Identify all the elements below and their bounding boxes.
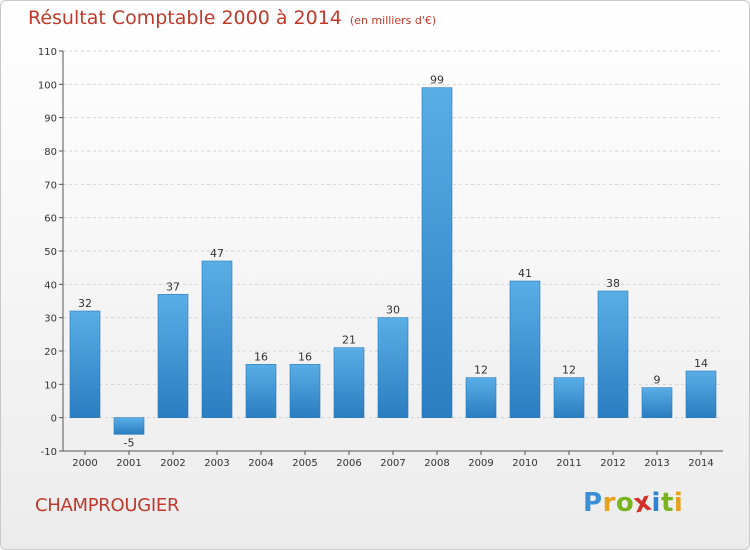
y-tick-label: 80 <box>44 147 57 158</box>
value-label: 99 <box>430 74 444 87</box>
value-label: 9 <box>654 374 661 387</box>
bars <box>69 87 717 435</box>
y-tick-label: -10 <box>41 447 57 458</box>
location-name: CHAMPROUGIER <box>35 495 180 516</box>
proxiti-logo: Proxiti <box>583 487 684 520</box>
bar-2004 <box>245 364 277 418</box>
chart-title-text: Résultat Comptable 2000 à 2014 <box>28 7 342 29</box>
y-tick-label: 0 <box>51 414 57 425</box>
bar-2000 <box>69 310 101 418</box>
x-tick-label: 2007 <box>380 458 405 469</box>
bar-2009 <box>465 377 497 418</box>
bar-2002 <box>157 294 189 418</box>
chart-title: Résultat Comptable 2000 à 2014 (en millie… <box>28 7 436 29</box>
value-label: 47 <box>210 247 224 260</box>
x-tick-label: 2003 <box>204 458 229 469</box>
logo-letter: i <box>673 488 684 518</box>
logo-letter: i <box>651 488 661 518</box>
x-tick-label: 2009 <box>468 458 493 469</box>
value-label: 41 <box>518 267 532 280</box>
x-tick-label: 2005 <box>292 458 317 469</box>
bar-2006 <box>333 347 365 418</box>
y-tick-label: 70 <box>44 180 57 191</box>
bar-2008 <box>421 87 453 418</box>
bar-2001 <box>113 417 145 435</box>
x-tick-label: 2011 <box>556 458 581 469</box>
value-label: 37 <box>166 280 180 293</box>
logo-letter: o <box>615 488 635 518</box>
y-tick-label: 110 <box>38 47 57 58</box>
bar-2011 <box>553 377 585 418</box>
value-label: 12 <box>474 364 488 377</box>
chart-subtitle: (en milliers d'€) <box>349 14 437 27</box>
logo-letter: r <box>602 488 616 518</box>
value-label: 14 <box>694 357 708 370</box>
bar-2007 <box>377 317 409 418</box>
x-tick-label: 2004 <box>248 458 273 469</box>
bar-2005 <box>289 364 321 418</box>
bar-2014 <box>685 370 717 418</box>
x-tick-label: 2014 <box>688 458 713 469</box>
bar-2003 <box>201 260 233 418</box>
y-tick-label: 50 <box>44 247 57 258</box>
logo-letter: P <box>583 488 603 518</box>
y-tick-label: 40 <box>44 280 57 291</box>
value-label: 32 <box>78 297 92 310</box>
bar-2012 <box>597 290 629 418</box>
value-label: -5 <box>124 436 135 449</box>
value-label: 16 <box>254 350 268 363</box>
y-tick-label: 20 <box>44 347 57 358</box>
axes: -10 0 10 20 30 40 50 60 70 80 90 100 110 2000 2001 2002… <box>38 47 723 469</box>
y-tick-label: 30 <box>44 314 57 325</box>
x-tick-label: 2006 <box>336 458 361 469</box>
x-tick-label: 2002 <box>160 458 185 469</box>
value-label: 21 <box>342 334 356 347</box>
value-label: 12 <box>562 364 576 377</box>
y-tick-label: 60 <box>44 214 57 225</box>
y-tick-label: 90 <box>44 114 57 125</box>
x-tick-label: 2012 <box>600 458 625 469</box>
bar-2013 <box>641 387 673 418</box>
x-tick-label: 2008 <box>424 458 449 469</box>
bar-2010 <box>509 280 541 418</box>
value-label: 16 <box>298 350 312 363</box>
logo-letter: t <box>660 488 674 518</box>
data-labels: 32 -5 37 47 16 16 21 30 99 12 41 12 38 9 14 <box>78 74 708 450</box>
value-label: 38 <box>606 277 620 290</box>
x-tick-label: 2010 <box>512 458 537 469</box>
value-label: 30 <box>386 304 400 317</box>
y-tick-label: 10 <box>44 380 57 391</box>
y-tick-label: 100 <box>38 80 57 91</box>
x-tick-label: 2013 <box>644 458 669 469</box>
x-tick-label: 2001 <box>116 458 141 469</box>
x-tick-label: 2000 <box>72 458 97 469</box>
